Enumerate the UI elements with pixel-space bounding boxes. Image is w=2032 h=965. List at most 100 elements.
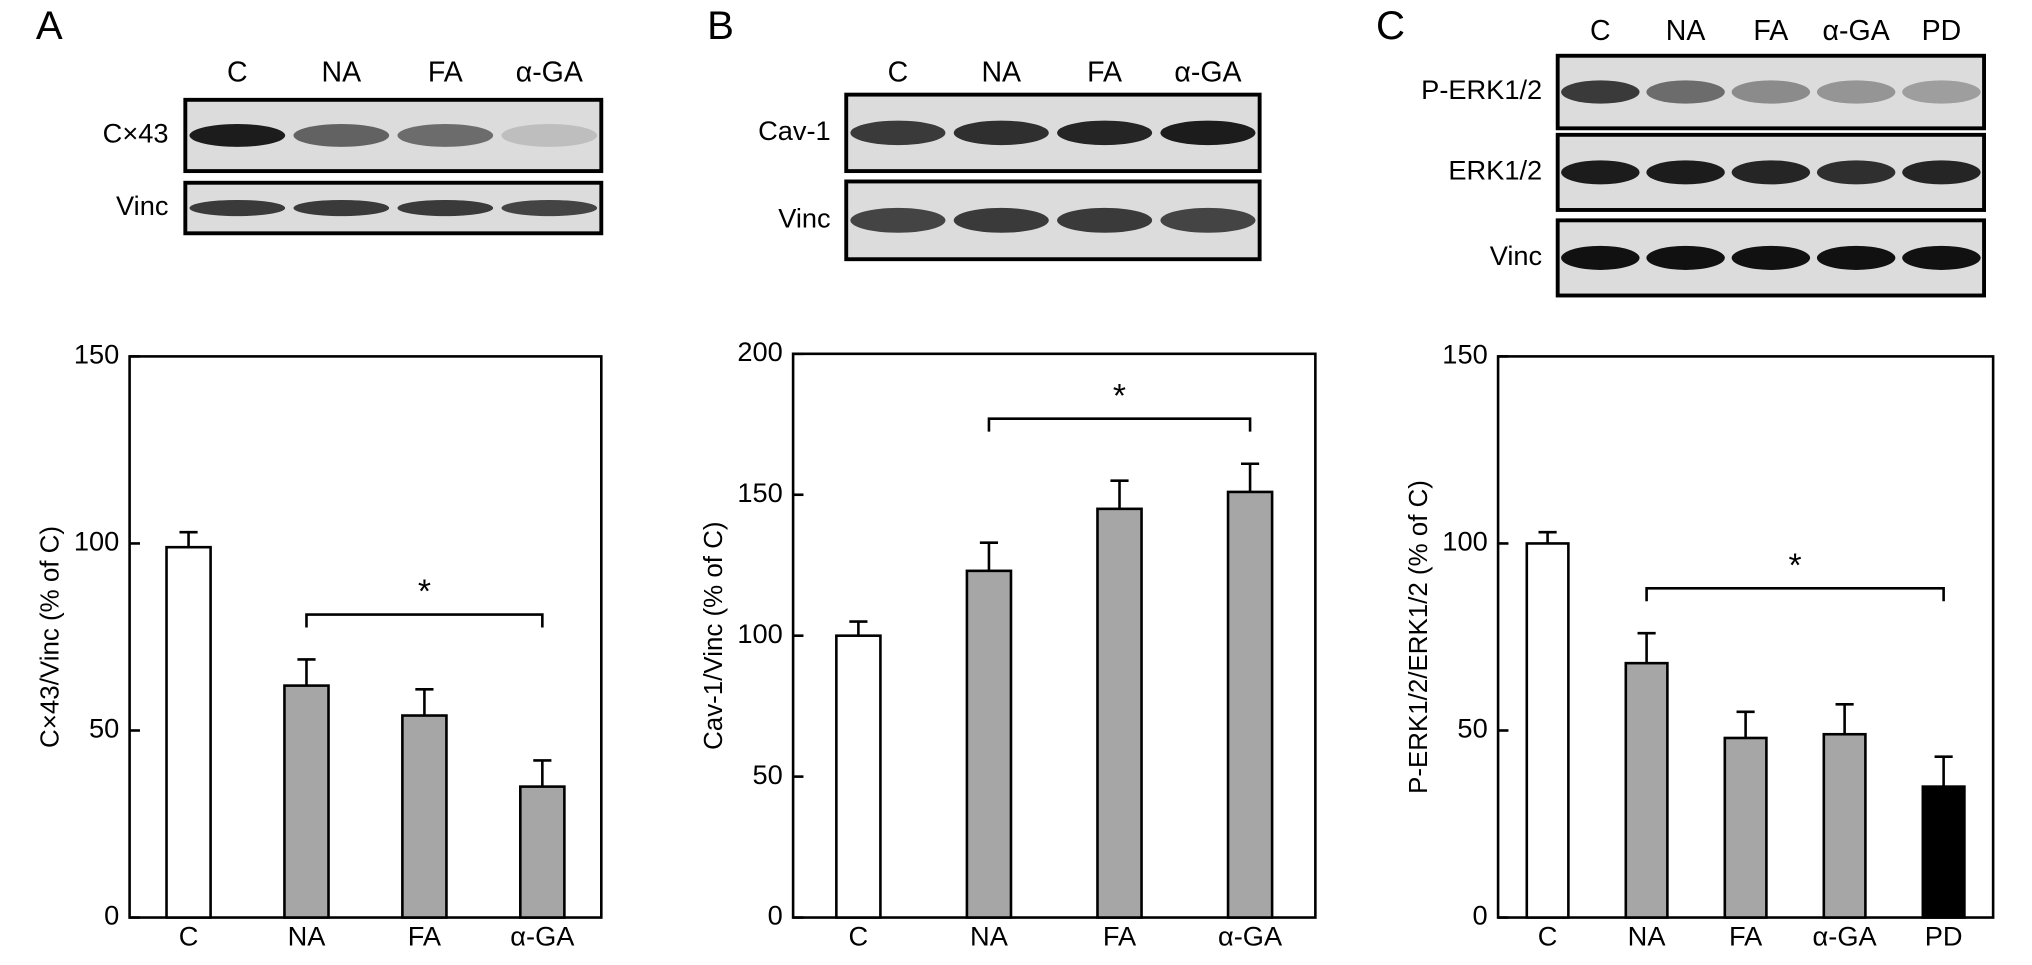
blot-band (1731, 160, 1811, 185)
x-tick-label: NA (1628, 920, 1667, 951)
lane-label: α-GA (1823, 15, 1890, 47)
bar (165, 545, 212, 919)
significance-bracket (987, 417, 1252, 432)
x-tick-label: α-GA (510, 920, 575, 951)
blot-band (189, 199, 286, 217)
y-tick-label: 50 (89, 713, 119, 744)
blot-band (1816, 80, 1896, 104)
x-tick-label: FA (1103, 920, 1137, 951)
y-tick-label: 150 (1442, 339, 1487, 370)
blot-row-label: Cav-1 (758, 115, 831, 146)
lane-label: FA (428, 56, 463, 88)
blot-band (1731, 245, 1811, 270)
plot-frame (128, 355, 603, 919)
y-tick-label: 100 (74, 526, 119, 557)
blot-band (1160, 207, 1256, 233)
x-tick-label: α-GA (1218, 920, 1283, 951)
x-tick-label: C (849, 920, 869, 951)
blot-row-label: ERK1/2 (1448, 155, 1542, 186)
lane-label: α-GA (516, 56, 583, 88)
bar (1226, 490, 1274, 919)
bar (965, 569, 1013, 919)
bar (1525, 542, 1570, 919)
significance-bracket (1645, 587, 1945, 602)
bar (1624, 661, 1669, 919)
significance-star: * (418, 574, 431, 611)
blot-band (397, 199, 494, 217)
y-axis-label: C×43/Vinc (% of C) (37, 526, 65, 748)
x-tick-label: FA (408, 920, 442, 951)
x-tick-label: α-GA (1813, 920, 1878, 951)
bar (1096, 507, 1143, 919)
lane-label: FA (1753, 15, 1788, 47)
bar (401, 714, 448, 919)
significance-star: * (1789, 548, 1802, 585)
x-tick-label: C (179, 920, 199, 951)
lane-label: NA (1666, 15, 1706, 47)
y-tick-label: 50 (752, 759, 782, 790)
blot-band (850, 120, 946, 146)
y-tick-label: 0 (104, 900, 119, 931)
bar (1723, 736, 1768, 919)
blot-row-label: C×43 (103, 118, 169, 149)
blot-row-label: P-ERK1/2 (1421, 74, 1542, 105)
lane-label: C (888, 56, 909, 88)
x-tick-label: FA (1729, 920, 1763, 951)
significance-star: * (1113, 378, 1126, 415)
bar (283, 684, 330, 919)
lane-label: FA (1087, 56, 1122, 88)
y-tick-label: 100 (1442, 526, 1487, 557)
blot-band (1561, 160, 1640, 185)
blot-band (397, 124, 494, 147)
blot-row-label: Vinc (778, 203, 830, 234)
x-tick-label: NA (288, 920, 327, 951)
y-tick-label: 100 (737, 618, 782, 649)
blot-band (1902, 80, 1981, 104)
bar (1822, 732, 1867, 919)
panel-label: C (1376, 3, 1405, 48)
blot-band (293, 124, 390, 147)
x-tick-label: C (1538, 920, 1558, 951)
blot-band (1902, 160, 1981, 185)
y-tick-label: 150 (74, 339, 119, 370)
y-tick-label: 0 (1473, 900, 1488, 931)
panel-label: B (707, 3, 734, 48)
blot-band (1561, 80, 1640, 104)
lane-label: α-GA (1174, 56, 1241, 88)
y-tick-label: 200 (737, 336, 782, 367)
panel-label: A (36, 3, 63, 48)
bar (835, 634, 882, 919)
x-tick-label: NA (970, 920, 1009, 951)
bar (519, 785, 566, 919)
x-tick-label: PD (1925, 920, 1963, 951)
blot-band (501, 199, 598, 217)
lane-label: C (227, 56, 248, 88)
blot-band (1646, 245, 1725, 270)
blot-band (1646, 160, 1725, 185)
blot-band (1057, 120, 1153, 146)
lane-label: C (1590, 15, 1611, 47)
y-tick-label: 50 (1457, 713, 1487, 744)
blot-band (1646, 80, 1725, 104)
blot-band (501, 124, 598, 147)
blot-band (1561, 245, 1640, 270)
y-axis-label: Cav-1/Vinc (% of C) (700, 521, 728, 749)
blot-band (1816, 160, 1896, 185)
blot-band (1816, 245, 1896, 270)
blot-band (1057, 207, 1153, 233)
y-tick-label: 150 (737, 477, 782, 508)
blot-band (1160, 120, 1256, 146)
blot-band (953, 120, 1049, 146)
bar (1921, 785, 1966, 919)
significance-bracket (305, 613, 544, 628)
lane-label: NA (981, 56, 1021, 88)
y-tick-label: 0 (768, 900, 783, 931)
lane-label: PD (1922, 15, 1962, 47)
lane-label: NA (322, 56, 362, 88)
blot-band (293, 199, 390, 217)
blot-band (1731, 80, 1811, 104)
blot-band (953, 207, 1049, 233)
blot-row-label: Vinc (116, 190, 168, 221)
blot-row-label: Vinc (1490, 240, 1542, 271)
